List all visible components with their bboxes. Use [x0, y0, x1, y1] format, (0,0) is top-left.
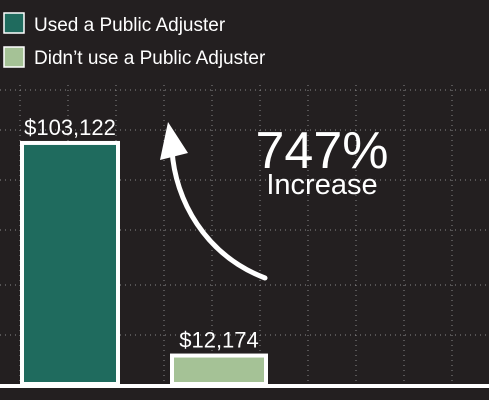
bar-value-label: $103,122	[24, 115, 116, 140]
legend-label-used: Used a Public Adjuster	[34, 15, 226, 36]
bar-value-label: $12,174	[179, 328, 259, 353]
bar-used-adjuster	[20, 140, 120, 386]
legend: Used a Public Adjuster Didn’t use a Publ…	[3, 12, 266, 69]
bars: $103,122 $12,174	[20, 115, 268, 386]
increase-annotation: 747% Increase	[160, 122, 389, 281]
increase-percent: 747%	[256, 122, 389, 180]
legend-label-not-used: Didn’t use a Public Adjuster	[34, 48, 266, 69]
increase-arrow-head	[160, 122, 188, 160]
increase-label: Increase	[266, 169, 377, 201]
increase-arrow-shaft	[169, 147, 268, 281]
legend-swatch-used	[3, 12, 25, 34]
bar-no-adjuster	[170, 353, 268, 386]
legend-swatch-not-used	[3, 46, 25, 68]
